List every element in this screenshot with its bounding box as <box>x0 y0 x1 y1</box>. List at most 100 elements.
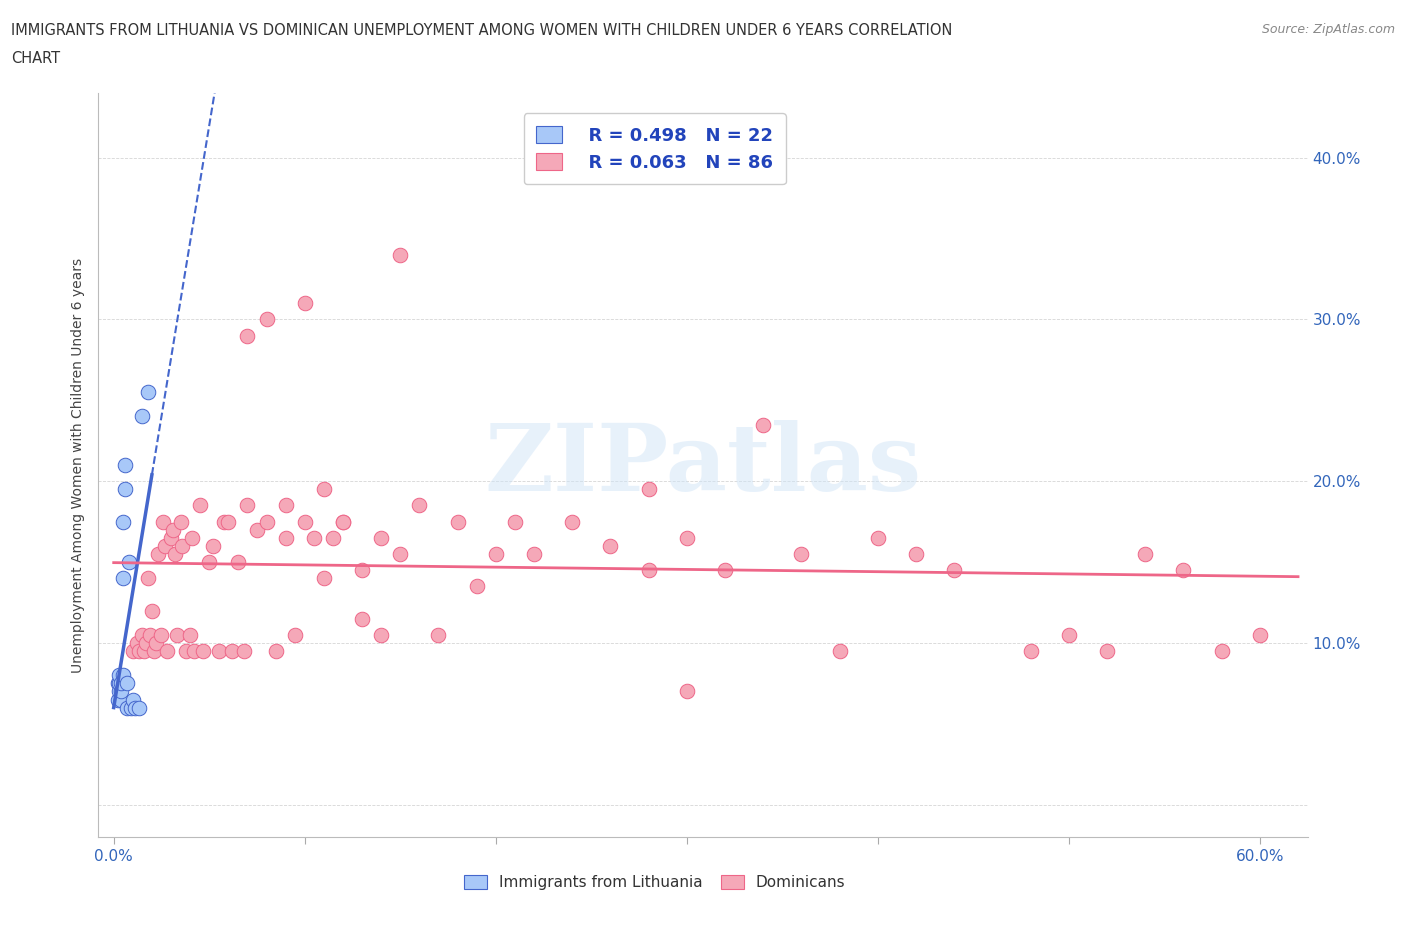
Point <box>1019 644 1042 658</box>
Point <box>1249 628 1271 643</box>
Point <box>112 571 135 586</box>
Point <box>312 571 335 586</box>
Point <box>108 668 131 683</box>
Text: Source: ZipAtlas.com: Source: ZipAtlas.com <box>1261 23 1395 36</box>
Point <box>131 628 153 643</box>
Point <box>136 385 159 400</box>
Point <box>294 514 316 529</box>
Point <box>107 676 129 691</box>
Point <box>124 700 146 715</box>
Point <box>1095 644 1118 658</box>
Point <box>226 554 249 569</box>
Point <box>675 530 697 545</box>
Point <box>112 514 135 529</box>
Point <box>135 635 157 650</box>
Point <box>304 530 326 545</box>
Point <box>599 538 621 553</box>
Point <box>139 628 162 643</box>
Point <box>121 644 143 658</box>
Point <box>232 644 254 658</box>
Point <box>110 676 132 691</box>
Point <box>193 644 215 658</box>
Point <box>523 547 546 562</box>
Point <box>108 684 131 698</box>
Point <box>169 514 191 529</box>
Point <box>1211 644 1233 658</box>
Point <box>183 644 205 658</box>
Point <box>174 644 197 658</box>
Point <box>350 563 373 578</box>
Point <box>160 530 183 545</box>
Point <box>142 644 165 658</box>
Text: ZIPatlas: ZIPatlas <box>485 420 921 510</box>
Point <box>166 628 188 643</box>
Point <box>370 628 392 643</box>
Point <box>637 482 659 497</box>
Point <box>172 538 194 553</box>
Point <box>294 296 316 311</box>
Point <box>108 676 131 691</box>
Point <box>146 547 169 562</box>
Point <box>202 538 225 553</box>
Point <box>134 644 156 658</box>
Point <box>145 635 167 650</box>
Point <box>427 628 450 643</box>
Point <box>136 571 159 586</box>
Point <box>236 498 259 512</box>
Point <box>121 692 143 707</box>
Point <box>198 554 221 569</box>
Point <box>408 498 430 512</box>
Point <box>332 514 354 529</box>
Point <box>752 418 775 432</box>
Point <box>221 644 243 658</box>
Point <box>389 547 412 562</box>
Point <box>256 514 278 529</box>
Point <box>485 547 508 562</box>
Point <box>714 563 737 578</box>
Point <box>503 514 526 529</box>
Point <box>131 409 153 424</box>
Point <box>465 578 488 593</box>
Point <box>128 644 150 658</box>
Point <box>246 523 269 538</box>
Point <box>1135 547 1157 562</box>
Point <box>790 547 813 562</box>
Point <box>163 547 186 562</box>
Point <box>264 644 287 658</box>
Point <box>110 692 132 707</box>
Point <box>141 604 163 618</box>
Point <box>115 676 138 691</box>
Point <box>114 482 136 497</box>
Point <box>1173 563 1195 578</box>
Point <box>312 482 335 497</box>
Point <box>112 668 135 683</box>
Point <box>150 628 173 643</box>
Point <box>943 563 966 578</box>
Point <box>115 700 138 715</box>
Point <box>107 692 129 707</box>
Point <box>179 628 201 643</box>
Point <box>332 514 354 529</box>
Point <box>256 312 278 326</box>
Point <box>156 644 179 658</box>
Point <box>675 684 697 698</box>
Point <box>120 700 142 715</box>
Point <box>828 644 851 658</box>
Point <box>350 611 373 626</box>
Point <box>637 563 659 578</box>
Point <box>274 498 297 512</box>
Point <box>181 530 204 545</box>
Point <box>188 498 211 512</box>
Point <box>284 628 307 643</box>
Point <box>208 644 231 658</box>
Point <box>118 554 141 569</box>
Y-axis label: Unemployment Among Women with Children Under 6 years: Unemployment Among Women with Children U… <box>72 258 86 672</box>
Point <box>1057 628 1080 643</box>
Point <box>214 514 236 529</box>
Point <box>322 530 344 545</box>
Point <box>155 538 177 553</box>
Point <box>152 514 174 529</box>
Point <box>162 523 184 538</box>
Point <box>128 700 150 715</box>
Point <box>217 514 239 529</box>
